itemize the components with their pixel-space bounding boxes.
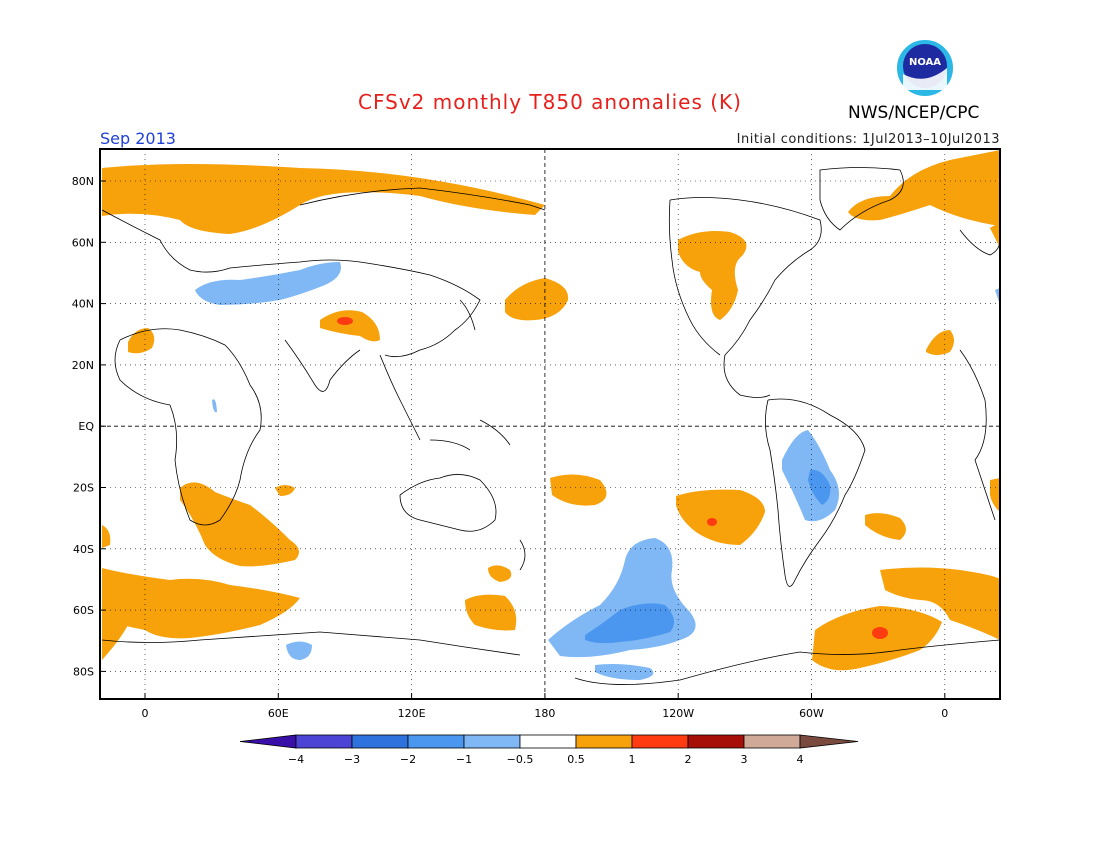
warm-anomaly-arctic-east [848, 150, 1000, 226]
warm-anomaly-south-atlantic [102, 525, 111, 548]
lat-tick-label: 80N [72, 175, 94, 188]
warm-anomaly-west-coast-sa [990, 478, 1000, 512]
colorbar-cell [407, 734, 465, 749]
warm-anomaly-central-asia [320, 310, 380, 342]
logo-text: NOAA [909, 57, 941, 68]
longitude-labels: 0 60E 120E 180 120W 60W 0 [142, 707, 949, 720]
warm-anomaly-south-atlantic-east [865, 513, 906, 540]
cool-anomaly-east-edge [995, 288, 1000, 305]
lat-tick-label: 80S [73, 665, 94, 678]
warm-anomaly-east-edge-north [990, 222, 1000, 248]
lon-tick-label: 60E [268, 707, 289, 720]
cool-anomaly-ross-sea [595, 664, 654, 680]
warm-anomaly-west-edge [102, 605, 128, 660]
coast-south-america [765, 398, 866, 587]
warm-anomaly-arctic-europe [102, 164, 545, 234]
coast-greenland [819, 167, 904, 231]
warm-anomaly-southern-ocean-west [102, 568, 300, 639]
cool-core-southern-pacific [585, 603, 674, 644]
gridlines [100, 149, 1000, 699]
colorbar-label: 3 [741, 753, 748, 766]
coast-europe-asia [101, 209, 481, 358]
coast-antarctica [101, 631, 1001, 685]
cool-anomaly-russia [195, 262, 341, 305]
colorbar-label: −2 [400, 753, 416, 766]
forecast-month: Sep 2013 [100, 129, 176, 148]
warm-anomaly-north-pacific [505, 278, 569, 321]
warm-anomaly-north-atlantic-east [926, 330, 954, 355]
lat-tick-label: 40S [73, 543, 94, 556]
colorbar-cell [295, 734, 353, 749]
lon-tick-label: 120E [398, 707, 426, 720]
colorbar-cell [463, 734, 521, 749]
noaa-logo-icon: NOAA [895, 38, 955, 98]
initial-conditions: Initial conditions: 1Jul2013–10Jul2013 [736, 132, 1000, 147]
lat-tick-label: 20S [73, 482, 94, 495]
colorbar-cell [351, 734, 409, 749]
warm-anomaly-canada [678, 231, 747, 320]
warm-anomaly-south-pacific [676, 489, 765, 545]
coast-india [284, 339, 361, 392]
lon-tick-label: 0 [941, 707, 948, 720]
strong-warm-tibet [337, 317, 353, 325]
anomaly-fills [102, 150, 1000, 680]
cool-core-south-america [808, 469, 831, 505]
lat-tick-label: 60N [72, 236, 94, 249]
lon-tick-label: 0 [142, 707, 149, 720]
lat-tick-label: EQ [78, 420, 94, 433]
cool-anomaly-antarctic-indian [286, 641, 312, 660]
coast-japan [459, 299, 476, 331]
colorbar-label: 4 [797, 753, 804, 766]
lat-tick-label: 60S [73, 604, 94, 617]
strong-warm-antarctic [872, 627, 888, 639]
colorbar-label: 0.5 [567, 753, 585, 766]
colorbar-label: −0.5 [507, 753, 534, 766]
colorbar-label: −4 [288, 753, 304, 766]
colorbar-label: 1 [629, 753, 636, 766]
colorbar-cell [239, 734, 297, 749]
lon-tick-label: 120W [662, 707, 694, 720]
coast-siberia [299, 187, 546, 211]
coast-north-america [668, 197, 822, 398]
colorbar-label: −1 [456, 753, 472, 766]
colorbar-cell [631, 734, 689, 749]
lat-tick-label: 20N [72, 359, 94, 372]
colorbar-cell [743, 734, 801, 749]
coast-africa-east [959, 349, 996, 521]
strong-warm-south-pacific [707, 518, 717, 526]
colorbar: −4 −3 −2 −1 −0.5 0.5 1 2 3 4 [239, 734, 859, 766]
agency-label: NWS/NCEP/CPC [848, 103, 980, 123]
warm-anomaly-south-indian [465, 594, 517, 631]
lon-tick-label: 180 [534, 707, 555, 720]
lon-tick-label: 60W [799, 707, 824, 720]
colorbar-cell [519, 734, 577, 749]
latitude-labels: 80N 60N 40N 20N EQ 20S 40S 60S 80S [72, 175, 95, 678]
warm-anomaly-southern-africa [180, 482, 299, 567]
warm-anomaly-small-south [488, 565, 512, 582]
colorbar-label: −3 [344, 753, 360, 766]
warm-anomaly-southern-ocean-east [880, 567, 1000, 640]
lat-tick-label: 40N [72, 298, 94, 311]
warm-anomaly-west-africa [128, 328, 155, 354]
coast-australia [399, 474, 497, 532]
coast-africa [114, 328, 262, 526]
colorbar-label: 2 [685, 753, 692, 766]
chart-title: CFSv2 monthly T850 anomalies (K) [358, 90, 742, 114]
colorbar-cell [799, 734, 859, 749]
coast-southeast-asia [379, 354, 511, 451]
coast-new-zealand [519, 539, 526, 571]
warm-anomaly-central-pacific [550, 474, 607, 506]
colorbar-cell [687, 734, 745, 749]
map-frame [99, 148, 1001, 700]
colorbar-cell [575, 734, 633, 749]
cool-anomaly-east-africa [212, 399, 217, 413]
